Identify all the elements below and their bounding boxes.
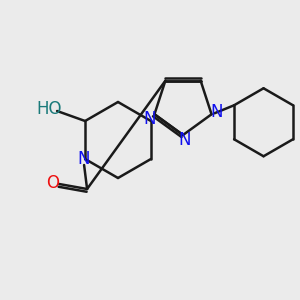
Text: N: N <box>210 103 223 121</box>
Text: HO: HO <box>36 100 62 118</box>
Text: O: O <box>46 174 60 192</box>
Text: N: N <box>179 131 191 149</box>
Text: N: N <box>78 150 90 168</box>
Text: N: N <box>143 110 156 128</box>
